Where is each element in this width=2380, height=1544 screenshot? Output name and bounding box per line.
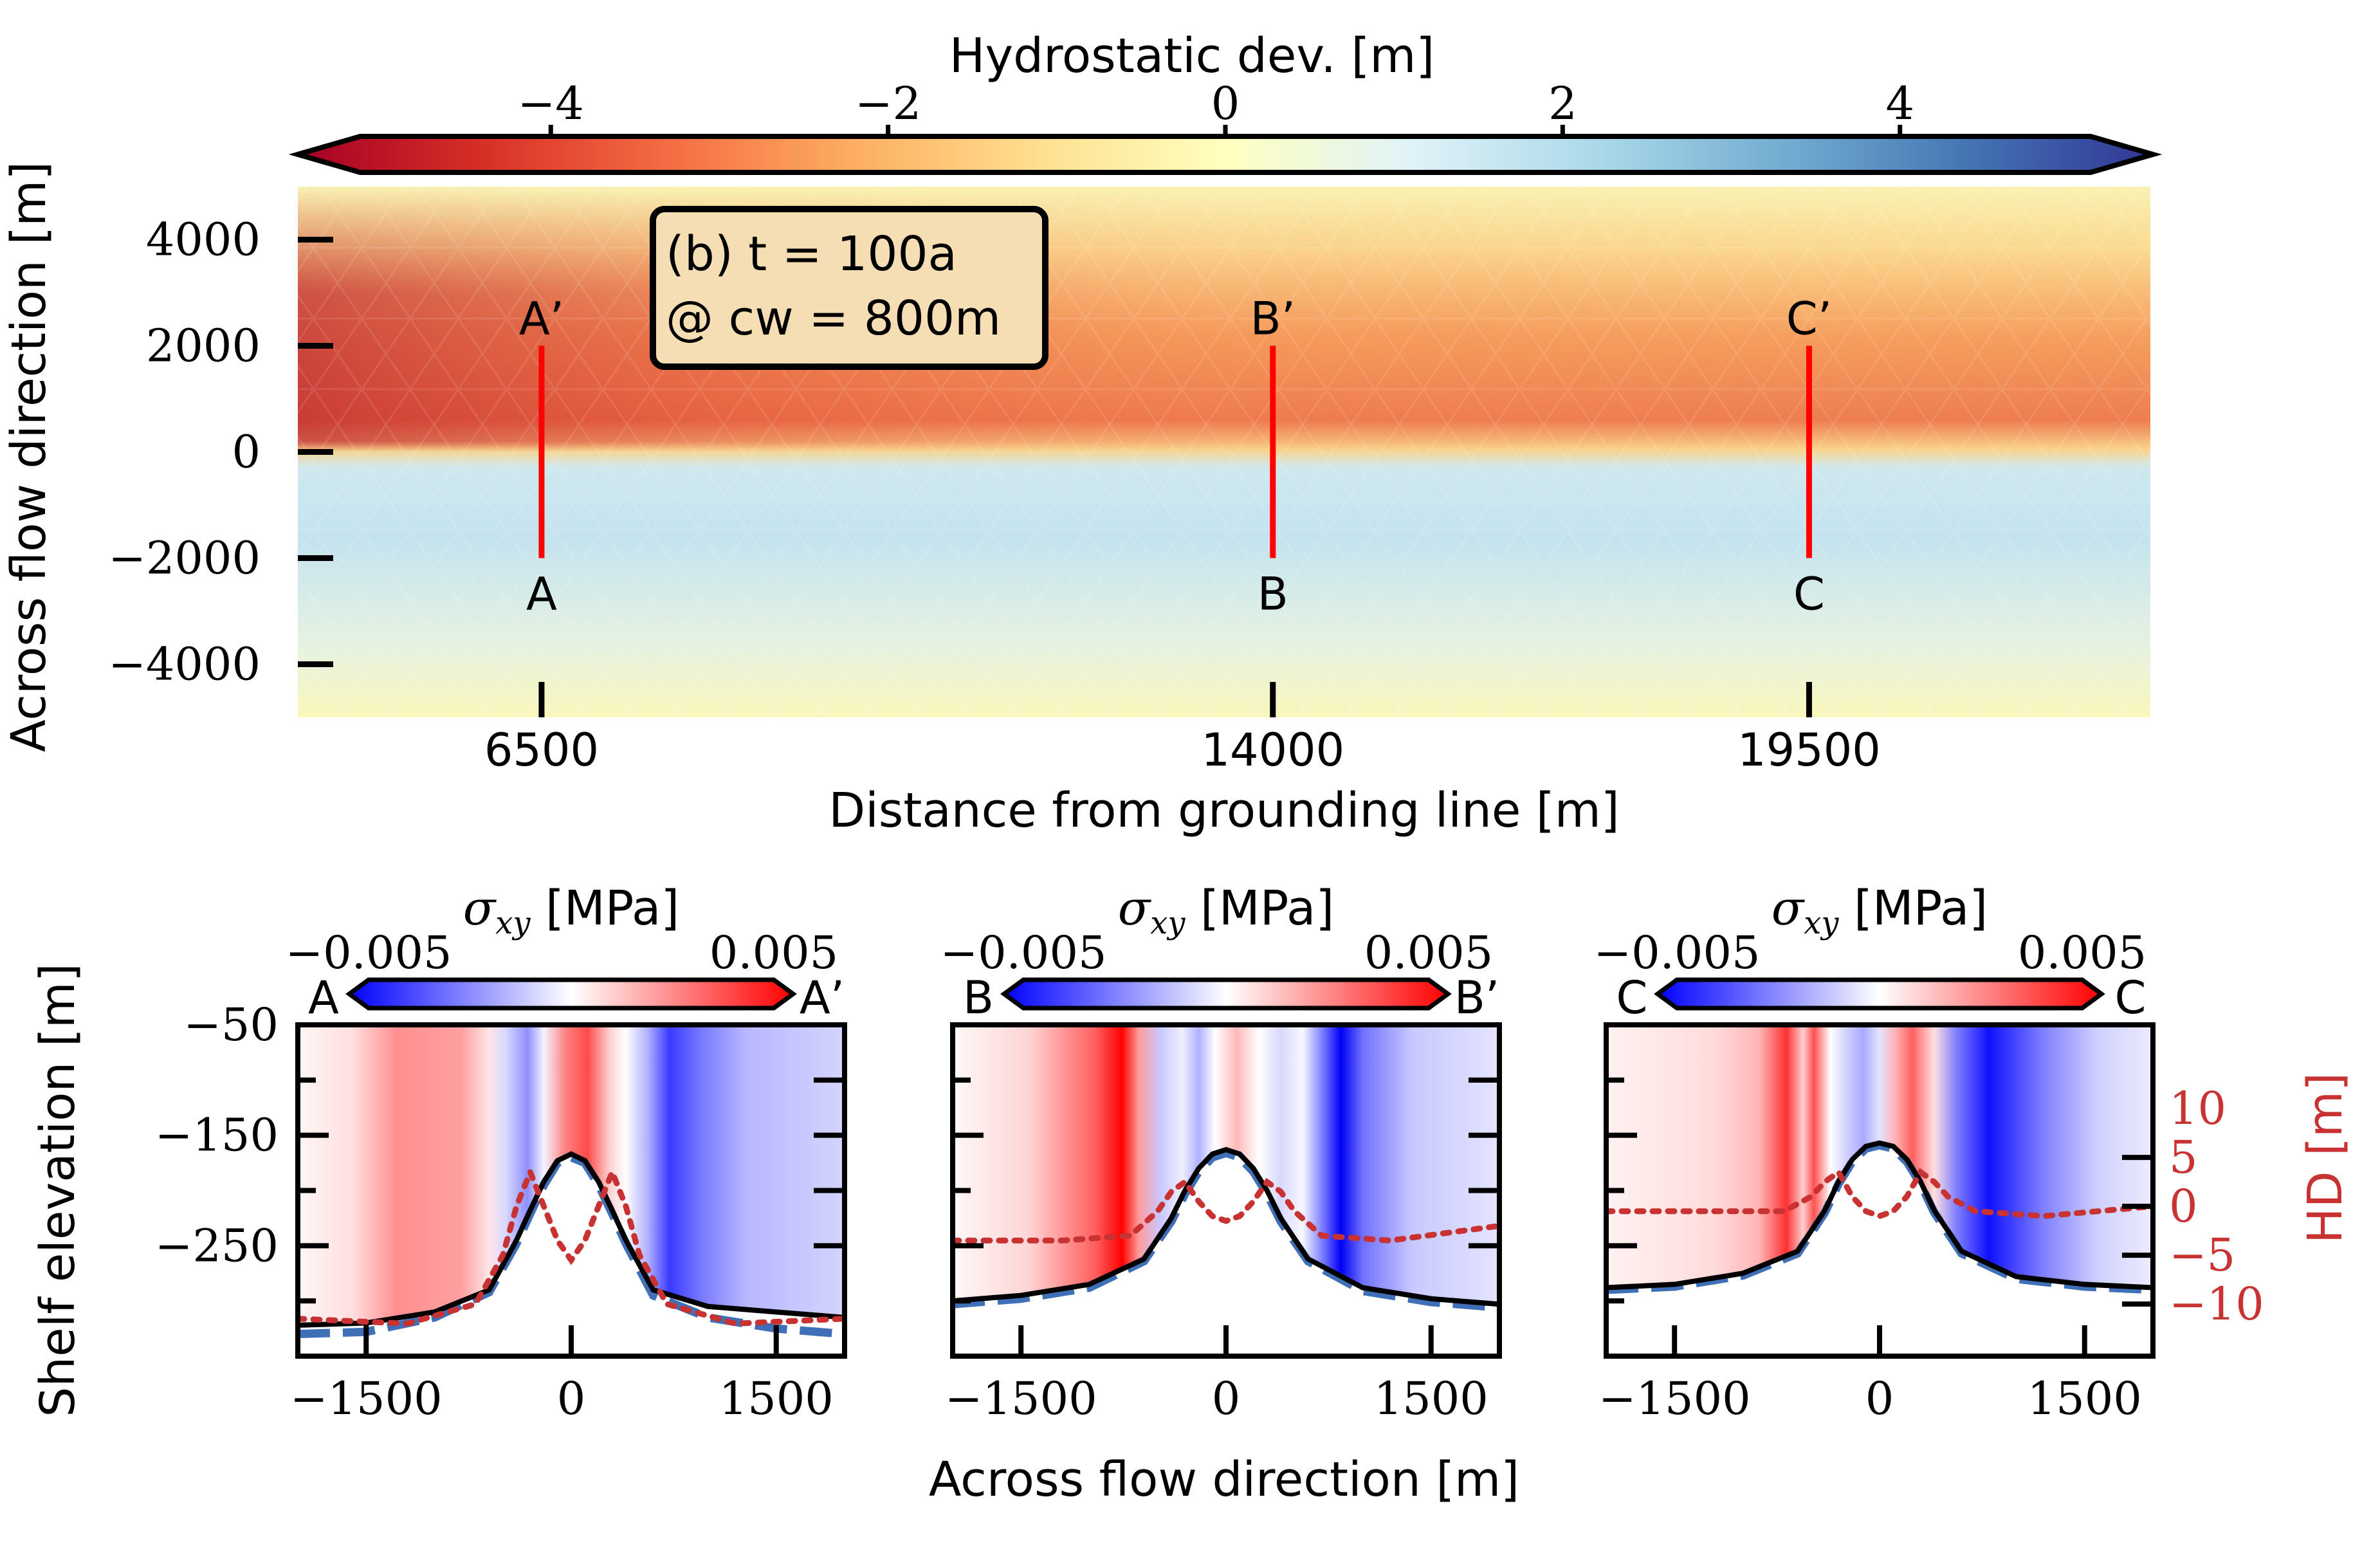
- map-x-tick-label: 19500: [1737, 724, 1881, 777]
- stress-field: [298, 1025, 845, 1325]
- section-y-tick-label: −250: [155, 1219, 279, 1272]
- hydrostatic-colorbar: Hydrostatic dev. [m] −4 −2 0 2 4: [298, 28, 2153, 172]
- section-x-tick-label: 0: [1212, 1372, 1241, 1425]
- colorbar-title: σxy [MPa]: [1771, 881, 1988, 941]
- annotation-line-1: (b) t = 100a: [666, 226, 957, 282]
- colorbar-tick-label: 2: [1548, 77, 1577, 130]
- map-x-tick-label: 6500: [484, 724, 599, 777]
- map-y-tick-label: 0: [232, 426, 261, 479]
- section-left-label: A: [308, 971, 339, 1024]
- profile-start-label: C: [1793, 568, 1825, 621]
- profile-end-label: C’: [1786, 293, 1832, 345]
- annotation-line-2: @ cw = 800m: [666, 291, 1001, 346]
- section-x-tick-label: 1500: [1374, 1372, 1488, 1425]
- section-right-label: B’: [1454, 971, 1499, 1024]
- colorbar-body: [349, 980, 793, 1008]
- profile-end-label: B’: [1250, 293, 1295, 345]
- panel-annotation: (b) t = 100a @ cw = 800m: [653, 209, 1045, 367]
- section-x-tick-label: 1500: [2028, 1372, 2142, 1425]
- hd-tick-label: 10: [2169, 1082, 2226, 1135]
- colorbar-body: [1658, 980, 2101, 1008]
- section-y-axis-label: Shelf elevation [m]: [30, 963, 86, 1417]
- section-x-tick-label: 0: [1865, 1372, 1894, 1425]
- map-y-tick-label: 4000: [146, 214, 261, 266]
- section-right-label: C: [2115, 971, 2147, 1024]
- colorbar-tick-label: −2: [855, 77, 921, 130]
- colorbar-tick-label: 4: [1885, 77, 1914, 130]
- profile-start-label: B: [1258, 568, 1288, 621]
- map-y-tick-label: 2000: [146, 320, 261, 372]
- map-x-tick-label: 14000: [1201, 724, 1344, 777]
- section-left-label: C: [1616, 971, 1648, 1024]
- stress-field: [953, 1025, 1499, 1304]
- section-x-tick-label: −1500: [290, 1372, 443, 1425]
- hd-tick-label: −10: [2169, 1278, 2264, 1330]
- colorbar-tick-label: −4: [518, 77, 584, 130]
- section-x-tick-label: 1500: [719, 1372, 834, 1425]
- colorbar-body: [1004, 980, 1448, 1008]
- section-x-tick-label: 0: [557, 1372, 586, 1425]
- hd-tick-label: −5: [2169, 1229, 2235, 1282]
- section-x-axis-label: Across flow direction [m]: [929, 1452, 1519, 1507]
- map-y-tick-label: −4000: [108, 638, 261, 691]
- colorbar-title: Hydrostatic dev. [m]: [949, 28, 1435, 84]
- mesh-texture: [298, 187, 2150, 717]
- map-y-axis-label: Across flow direction [m]: [1, 161, 57, 752]
- profile-end-label: A’: [519, 293, 564, 345]
- section-y-tick-label: −50: [183, 998, 279, 1051]
- colorbar-ticks: −4 −2 0 2 4: [518, 77, 1914, 136]
- hd-tick-label: 5: [2169, 1131, 2198, 1184]
- profile-start-label: A: [526, 568, 557, 621]
- hd-axis-label: HD [m]: [2298, 1072, 2353, 1244]
- hd-tick-label: 0: [2169, 1180, 2198, 1233]
- map-x-axis-label: Distance from grounding line [m]: [828, 783, 1620, 838]
- colorbar-title: σxy [MPa]: [1118, 881, 1334, 941]
- section-y-tick-label: −150: [155, 1109, 279, 1162]
- colorbar-tick-label: 0: [1211, 77, 1240, 130]
- colorbar-title: σxy [MPa]: [463, 881, 679, 941]
- colorbar-body: [298, 136, 2153, 172]
- map-panel: 4000 2000 0 −2000 −4000 6500 14000 19500 A’ A B’…: [1, 161, 2150, 838]
- section-x-tick-label: −1500: [945, 1372, 1097, 1425]
- stress-field: [1606, 1025, 2153, 1288]
- map-y-tick-label: −2000: [108, 532, 261, 585]
- section-right-label: A’: [800, 971, 845, 1024]
- section-left-label: B: [963, 971, 994, 1024]
- section-x-tick-label: −1500: [1598, 1372, 1751, 1425]
